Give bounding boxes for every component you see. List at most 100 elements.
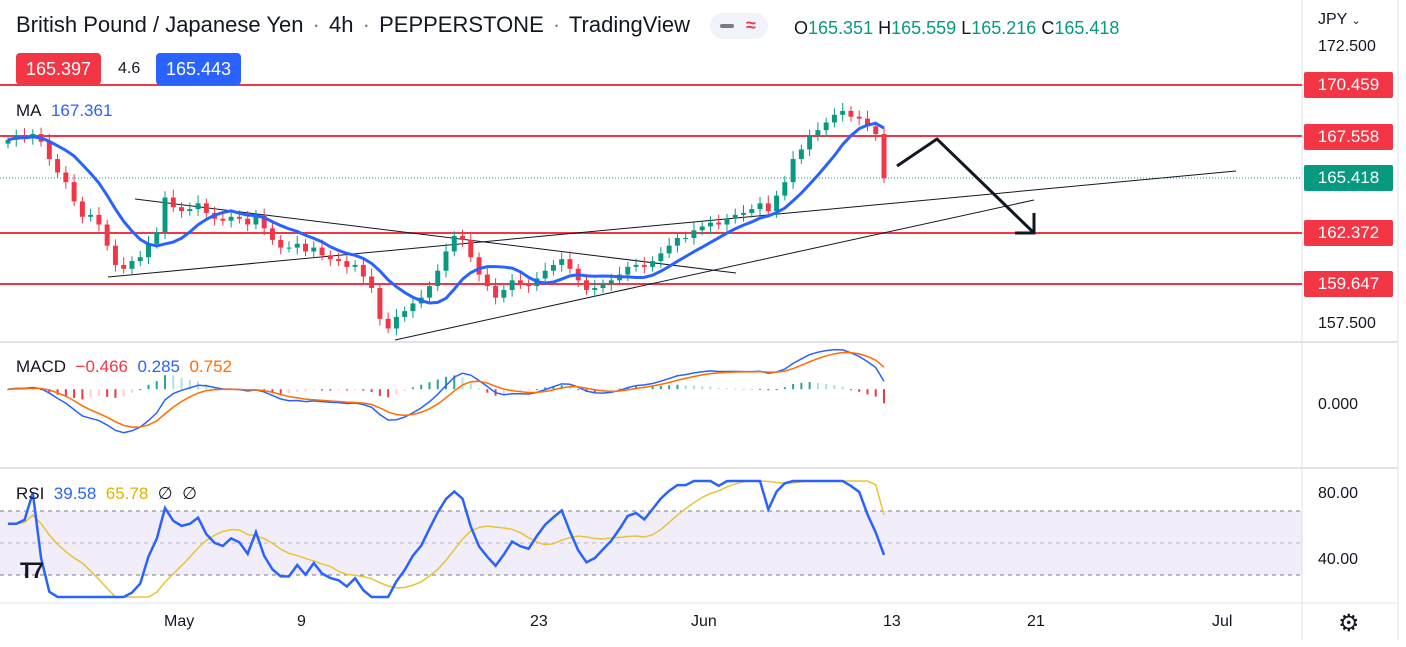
macd-hist-bar xyxy=(89,389,92,398)
candle xyxy=(848,106,854,122)
candle xyxy=(137,250,143,266)
macd-hist-bar xyxy=(676,384,679,390)
macd-hist-bar xyxy=(858,389,861,392)
macd-hist-bar xyxy=(139,389,142,391)
macd-hist-bar xyxy=(354,389,357,391)
candle xyxy=(369,268,375,293)
time-label-may: May xyxy=(164,613,195,630)
macd-hist-bar xyxy=(618,388,621,390)
macd-hist-bar xyxy=(800,382,803,390)
macd-hist-bar xyxy=(734,388,737,390)
candle xyxy=(517,272,523,289)
sell-button[interactable]: 165.397 xyxy=(16,53,102,85)
macd-hist-bar xyxy=(759,388,762,390)
candle xyxy=(501,285,507,303)
candle xyxy=(592,280,598,297)
minus-icon[interactable] xyxy=(720,24,734,28)
candle xyxy=(5,134,11,149)
macd-hist-bar xyxy=(486,389,489,393)
macd-hist-bar xyxy=(568,386,571,390)
macd-hist-bar xyxy=(593,389,596,393)
price-tick-bottom: 157.500 xyxy=(1318,315,1376,332)
macd-hist-bar xyxy=(147,384,150,390)
macd-hist-bar xyxy=(271,389,274,393)
candle xyxy=(179,202,185,218)
candle xyxy=(476,252,482,282)
candle xyxy=(352,260,358,272)
macd-hist-bar xyxy=(659,385,662,390)
macd-hist-bar xyxy=(792,384,795,390)
candle xyxy=(393,309,399,336)
candle xyxy=(782,175,788,201)
macd-signal-line xyxy=(7,351,885,428)
candle xyxy=(55,154,61,178)
ma-value: 167.361 xyxy=(50,101,113,120)
gear-icon[interactable]: ⚙ xyxy=(1338,610,1360,637)
ohlc-open: 165.351 xyxy=(808,18,874,38)
candle xyxy=(567,251,573,274)
trendline-lower-wedge xyxy=(107,170,1237,278)
macd-hist-bar xyxy=(106,389,109,397)
price-tick-top: 172.500 xyxy=(1318,38,1376,55)
macd-hist-bar xyxy=(122,389,125,397)
ohlc-readout: O165.351 H165.559 L165.216 C165.418 xyxy=(794,18,1120,38)
symbol-name-text[interactable]: British Pound / Japanese Yen xyxy=(16,12,304,37)
candle xyxy=(650,256,656,272)
macd-value: 0.285 xyxy=(137,357,180,376)
candle xyxy=(460,229,466,247)
platform-label: TradingView xyxy=(568,12,690,37)
candle xyxy=(46,133,52,166)
candle xyxy=(162,191,168,239)
candle xyxy=(451,231,457,257)
rsi-legend[interactable]: RSI 39.58 65.78 ∅ ∅ xyxy=(16,484,197,503)
candle xyxy=(79,196,85,224)
rsi-empty-1: ∅ xyxy=(157,484,173,503)
interval-label[interactable]: 4h xyxy=(329,12,354,37)
macd-hist-bar xyxy=(717,387,720,390)
forecast-arrow xyxy=(896,137,1036,235)
candle xyxy=(683,231,689,243)
rsi-empty-2: ∅ xyxy=(182,484,197,503)
macd-hist-bar xyxy=(296,389,299,392)
macd-hist-bar xyxy=(420,384,423,390)
candle xyxy=(187,202,193,216)
candle xyxy=(691,222,697,245)
candle xyxy=(658,247,664,268)
indicator-toggle[interactable]: ≈ xyxy=(710,13,768,39)
candle xyxy=(790,151,796,189)
currency-selector[interactable]: JPY ⌄ xyxy=(1318,11,1361,28)
candle xyxy=(88,208,94,222)
macd-hist-bar xyxy=(469,382,472,390)
candle xyxy=(815,122,821,141)
candle xyxy=(311,241,317,259)
candle xyxy=(707,216,713,234)
candle xyxy=(344,253,350,274)
macd-legend[interactable]: MACD −0.466 0.285 0.752 xyxy=(16,357,232,376)
candle xyxy=(104,219,110,251)
time-label-23: 23 xyxy=(530,613,548,630)
wave-icon[interactable]: ≈ xyxy=(746,15,756,35)
candle xyxy=(509,273,515,297)
macd-hist-bar xyxy=(725,388,728,390)
price-tag-170: 170.459 xyxy=(1304,72,1393,98)
candle xyxy=(385,312,391,334)
candle xyxy=(327,250,333,266)
macd-hist-bar xyxy=(775,389,778,391)
ma-legend[interactable]: MA 167.361 xyxy=(16,101,113,120)
macd-hist-bar xyxy=(453,375,456,390)
macd-hist-bar xyxy=(709,386,712,390)
candle xyxy=(377,283,383,326)
candle xyxy=(129,256,135,276)
macd-hist-bar xyxy=(544,387,547,390)
candle xyxy=(732,208,738,224)
macd-hist-bar xyxy=(188,380,191,390)
tradingview-logo[interactable]: T7 xyxy=(20,558,44,583)
candle xyxy=(303,238,308,257)
candle xyxy=(336,252,342,266)
candle xyxy=(294,235,300,255)
buy-button[interactable]: 165.443 xyxy=(156,53,242,85)
candle xyxy=(360,258,366,284)
trendline-ascending xyxy=(394,199,1035,341)
macd-hist-bar xyxy=(841,386,844,390)
